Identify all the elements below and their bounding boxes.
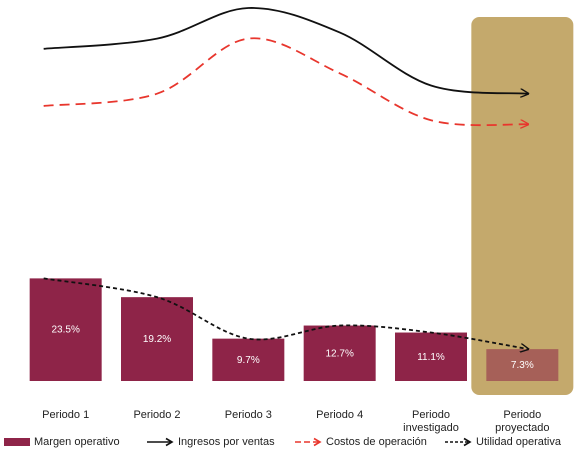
- category-label-line: proyectado: [495, 422, 549, 434]
- legend-swatch-dashed-arrow: [295, 437, 322, 447]
- legend-label: Costos de operación: [326, 436, 427, 448]
- bar-margen-operativo: [121, 297, 193, 381]
- bar-margen-operativo: [395, 332, 467, 381]
- bar-margen-operativo: [303, 325, 376, 381]
- category-label-line: Periodo: [503, 409, 541, 421]
- bar-value-label: 11.1%: [417, 352, 445, 363]
- bar-value-label: 12.7%: [325, 348, 353, 359]
- legend-item-utilidad: Utilidad operativa: [444, 436, 561, 448]
- category-label: Periodo 1: [42, 409, 89, 421]
- category-label: Periodo 4: [316, 409, 363, 421]
- legend-swatch-solid-arrow: [147, 437, 174, 447]
- category-label: Periodo 2: [133, 409, 180, 421]
- category-label-line: Periodo 4: [316, 409, 363, 421]
- category-label: Periodo proyectado: [495, 409, 549, 434]
- bar-margen-operativo: [212, 338, 285, 381]
- category-label: Periodo investigado: [403, 409, 459, 434]
- bar-value-label: 19.2%: [143, 334, 171, 345]
- bar-value-label: 23.5%: [51, 325, 79, 336]
- chart-legend: Margen operativo Ingresos por ventas Cos…: [0, 436, 588, 456]
- legend-label: Utilidad operativa: [476, 436, 561, 448]
- line-ingresos-por-ventas: [43, 7, 529, 94]
- bar-margen-operativo: [29, 278, 102, 381]
- legend-swatch-bar: [4, 438, 30, 446]
- category-label-line: Periodo: [412, 409, 450, 421]
- category-label-line: Periodo 3: [225, 409, 272, 421]
- legend-item-ingresos: Ingresos por ventas: [146, 436, 275, 448]
- line-costos-de-operacion: [43, 37, 529, 125]
- legend-item-costos: Costos de operación: [294, 436, 427, 448]
- category-label-line: Periodo 1: [42, 409, 89, 421]
- legend-item-margen: Margen operativo: [4, 436, 120, 448]
- legend-swatch-dotted-arrow: [445, 437, 472, 447]
- category-label: Periodo 3: [225, 409, 272, 421]
- bar-value-label: 9.7%: [237, 355, 260, 366]
- margin-trend-chart: 23.5% 19.2% 9.7% 12.7% 11.1% 7.3% Periodo 1 Per…: [29, 7, 574, 434]
- bar-margen-operativo: [486, 349, 559, 381]
- legend-label: Margen operativo: [34, 436, 120, 448]
- category-label-line: Periodo 2: [133, 409, 180, 421]
- projected-period-band: [471, 17, 574, 395]
- category-label-line: investigado: [403, 422, 459, 434]
- legend-label: Ingresos por ventas: [178, 436, 275, 448]
- bar-value-label: 7.3%: [511, 360, 534, 371]
- line-utilidad-operativa: [43, 277, 529, 349]
